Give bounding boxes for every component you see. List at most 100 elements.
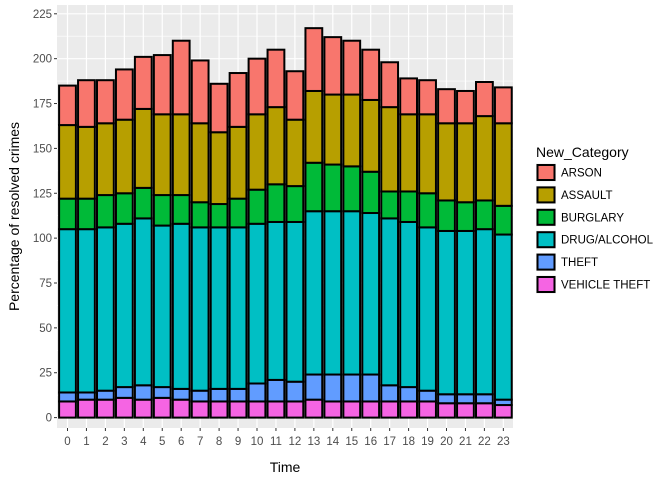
- bar-segment-arson-18: [399, 77, 419, 116]
- bar-segment-assault-20: [437, 122, 456, 202]
- legend-swatch: [536, 276, 556, 293]
- bar-segment-assault-0: [58, 124, 77, 200]
- x-tick-label: 8: [216, 436, 222, 448]
- bar-segment-arson-8: [209, 82, 229, 134]
- bar-segment-arson-0: [58, 84, 77, 127]
- bar-segment-arson-5: [152, 54, 172, 116]
- legend-label: ASSAULT: [561, 190, 613, 202]
- bar-segment-theft-13: [304, 373, 324, 401]
- x-tick-label: 4: [140, 436, 147, 448]
- bar-segment-burglary-20: [437, 199, 456, 232]
- bar-segment-drug-alcohol-16: [361, 212, 381, 376]
- bar-segment-arson-4: [133, 55, 153, 110]
- bar-segment-assault-14: [323, 93, 343, 166]
- y-tick-label: 75: [39, 278, 52, 290]
- bar-segment-drug-alcohol-2: [96, 226, 115, 392]
- y-tick-label: 125: [33, 188, 52, 200]
- bar-segment-vehicle-theft-15: [342, 400, 362, 419]
- bar-segment-vehicle-theft-2: [96, 398, 115, 419]
- bar-segment-theft-15: [342, 373, 362, 403]
- bar-segment-arson-12: [285, 70, 305, 121]
- bar-segment-burglary-13: [304, 161, 324, 213]
- bar-segment-drug-alcohol-1: [77, 228, 96, 394]
- bar-segment-assault-11: [266, 106, 286, 186]
- bar-segment-arson-11: [266, 48, 286, 109]
- bar-segment-assault-9: [228, 125, 248, 200]
- bar-segment-burglary-1: [77, 197, 96, 231]
- bar-segment-theft-17: [380, 384, 400, 403]
- bar-segment-burglary-9: [228, 197, 248, 229]
- legend-swatch: [536, 208, 556, 226]
- bar-segment-theft-20: [437, 393, 456, 405]
- bar-segment-burglary-17: [380, 190, 400, 220]
- bar-segment-assault-5: [152, 113, 172, 197]
- x-tick-label: 7: [197, 436, 203, 448]
- x-tick-label: 14: [326, 436, 339, 448]
- bar-segment-vehicle-theft-16: [361, 400, 381, 419]
- bar-segment-assault-21: [456, 122, 475, 204]
- bar-segment-vehicle-theft-3: [114, 396, 134, 419]
- legend-swatch: [536, 164, 556, 181]
- bar-segment-theft-0: [58, 391, 77, 403]
- x-tick-label: 23: [497, 436, 510, 448]
- bar-segment-drug-alcohol-5: [152, 224, 172, 389]
- bar-segment-burglary-21: [456, 201, 475, 232]
- bar-segment-assault-13: [304, 89, 324, 164]
- bar-segment-theft-7: [190, 389, 210, 403]
- x-tick-label: 19: [421, 436, 434, 448]
- bar-segment-burglary-0: [58, 197, 77, 231]
- bar-segment-vehicle-theft-8: [209, 400, 229, 419]
- bar-segment-burglary-14: [323, 163, 343, 213]
- bar-segment-arson-2: [96, 79, 115, 125]
- x-tick-label: 1: [83, 436, 89, 448]
- bar-segment-drug-alcohol-15: [342, 210, 362, 376]
- bar-segment-burglary-16: [361, 170, 381, 215]
- bar-segment-arson-9: [228, 72, 248, 128]
- bar-segment-drug-alcohol-3: [114, 222, 134, 389]
- bar-segment-theft-16: [361, 373, 381, 403]
- bar-segment-burglary-12: [285, 185, 305, 223]
- bar-segment-theft-5: [152, 386, 172, 399]
- x-tick-label: 20: [440, 436, 453, 448]
- bar-segment-theft-21: [456, 393, 475, 405]
- bar-segment-assault-10: [247, 113, 267, 191]
- bar-segment-drug-alcohol-18: [399, 220, 419, 389]
- y-tick-label: 100: [33, 233, 52, 245]
- legend-label: VEHICLE THEFT: [561, 280, 650, 292]
- bar-segment-vehicle-theft-14: [323, 400, 343, 419]
- bar-segment-drug-alcohol-10: [247, 222, 267, 385]
- bar-segment-assault-8: [209, 131, 229, 206]
- x-tick-label: 11: [270, 436, 282, 448]
- bar-segment-theft-1: [77, 391, 96, 401]
- bar-segment-vehicle-theft-7: [190, 400, 210, 419]
- bar-segment-theft-4: [133, 384, 153, 401]
- bar-segment-burglary-18: [399, 190, 419, 223]
- bar-segment-drug-alcohol-13: [304, 210, 324, 376]
- legend-title: New_Category: [536, 144, 629, 160]
- bar-segment-drug-alcohol-8: [209, 226, 229, 390]
- bar-segment-arson-15: [342, 39, 362, 96]
- bar-segment-drug-alcohol-7: [190, 226, 210, 392]
- bar-segment-vehicle-theft-20: [437, 402, 456, 419]
- bar-segment-theft-8: [209, 387, 229, 403]
- bar-segment-assault-1: [77, 125, 96, 200]
- bar-segment-arson-21: [456, 89, 475, 125]
- bar-segment-vehicle-theft-6: [171, 398, 191, 419]
- bar-segment-drug-alcohol-6: [171, 222, 191, 390]
- bar-segment-vehicle-theft-22: [475, 402, 494, 419]
- bar-segment-vehicle-theft-11: [266, 400, 286, 419]
- bar-segment-theft-22: [475, 393, 494, 405]
- bar-segment-theft-6: [171, 387, 191, 401]
- bar-segment-theft-19: [418, 389, 437, 403]
- bar-segment-vehicle-theft-5: [152, 396, 172, 419]
- bar-segment-drug-alcohol-22: [475, 228, 494, 396]
- y-tick-label: 0: [46, 413, 52, 425]
- x-tick-label: 18: [402, 436, 415, 448]
- bar-segment-theft-11: [266, 378, 286, 403]
- bar-segment-burglary-15: [342, 165, 362, 213]
- bar-segment-assault-7: [190, 122, 210, 204]
- bar-segment-vehicle-theft-18: [399, 400, 419, 419]
- bar-segment-assault-4: [133, 107, 153, 189]
- bar-segment-drug-alcohol-17: [380, 217, 400, 387]
